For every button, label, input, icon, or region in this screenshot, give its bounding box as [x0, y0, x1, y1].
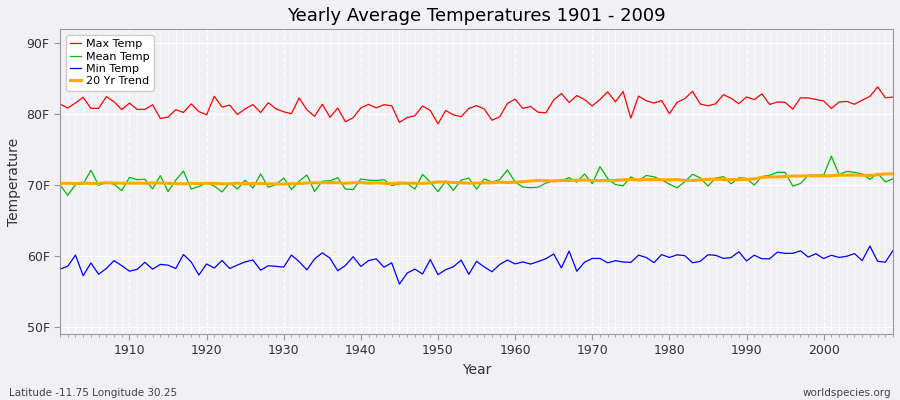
Mean Temp: [293, 179, 304, 184]
Title: Yearly Average Temperatures 1901 - 2009: Yearly Average Temperatures 1901 - 2009: [287, 7, 666, 25]
Min Temp: [394, 282, 405, 286]
Max Temp: [887, 95, 898, 100]
Max Temp: [332, 106, 343, 110]
20 Yr Trend: [518, 179, 528, 184]
20 Yr Trend: [340, 181, 351, 186]
Max Temp: [610, 100, 621, 104]
Max Temp: [872, 84, 883, 89]
Min Temp: [332, 268, 343, 273]
Line: Max Temp: Max Temp: [60, 87, 893, 124]
Min Temp: [286, 253, 297, 258]
20 Yr Trend: [55, 181, 66, 186]
20 Yr Trend: [887, 172, 898, 176]
Text: worldspecies.org: worldspecies.org: [803, 388, 891, 398]
Min Temp: [518, 260, 528, 264]
Max Temp: [509, 97, 520, 102]
Mean Temp: [55, 182, 66, 187]
Line: Mean Temp: Mean Temp: [60, 156, 893, 195]
Mean Temp: [509, 180, 520, 184]
20 Yr Trend: [509, 180, 520, 184]
Line: 20 Yr Trend: 20 Yr Trend: [60, 174, 893, 184]
Text: Latitude -11.75 Longitude 30.25: Latitude -11.75 Longitude 30.25: [9, 388, 177, 398]
Max Temp: [55, 102, 66, 106]
Mean Temp: [340, 187, 351, 192]
Min Temp: [887, 248, 898, 253]
20 Yr Trend: [239, 182, 250, 186]
Max Temp: [116, 107, 127, 112]
Max Temp: [433, 122, 444, 126]
Min Temp: [116, 263, 127, 268]
Min Temp: [610, 258, 621, 263]
Max Temp: [286, 111, 297, 116]
Min Temp: [865, 244, 876, 248]
Max Temp: [518, 106, 528, 111]
Mean Temp: [518, 184, 528, 189]
20 Yr Trend: [116, 181, 127, 186]
Mean Temp: [887, 176, 898, 181]
Mean Temp: [826, 154, 837, 158]
Min Temp: [509, 262, 520, 266]
Mean Temp: [610, 182, 621, 187]
20 Yr Trend: [610, 178, 621, 183]
X-axis label: Year: Year: [462, 363, 491, 377]
Line: Min Temp: Min Temp: [60, 246, 893, 284]
Legend: Max Temp, Mean Temp, Min Temp, 20 Yr Trend: Max Temp, Mean Temp, Min Temp, 20 Yr Tre…: [66, 35, 154, 91]
Mean Temp: [62, 193, 73, 198]
Min Temp: [55, 267, 66, 272]
20 Yr Trend: [293, 181, 304, 186]
Mean Temp: [124, 175, 135, 180]
Y-axis label: Temperature: Temperature: [7, 138, 21, 226]
